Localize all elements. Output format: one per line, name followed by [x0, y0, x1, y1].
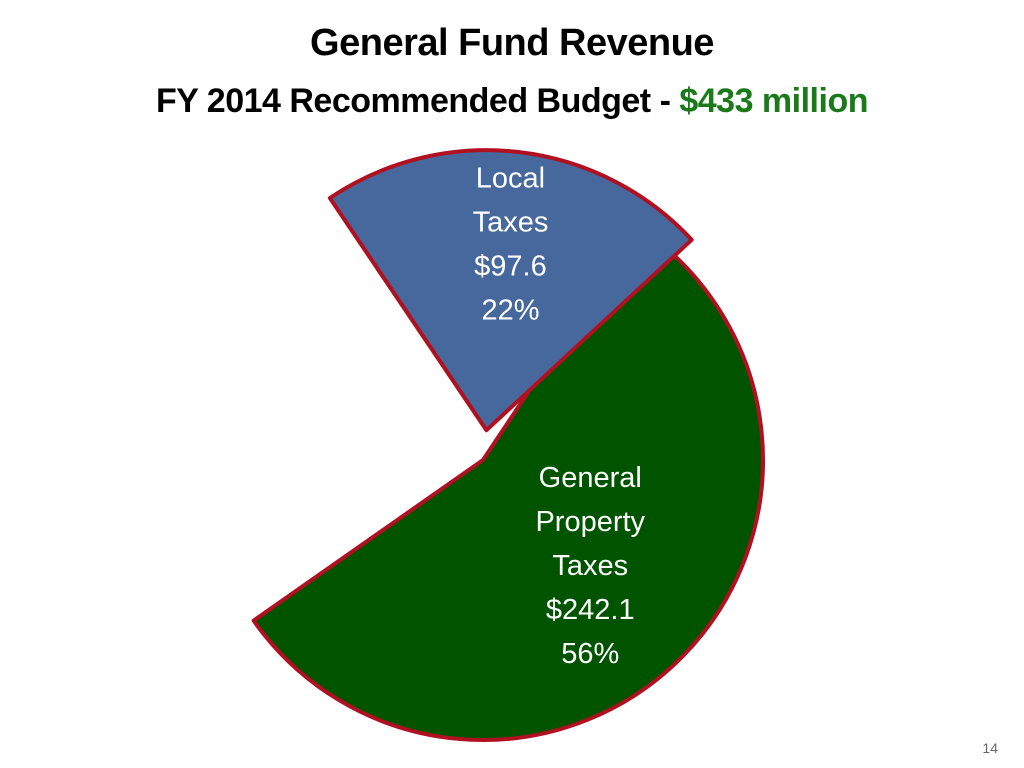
- pie-slice-label-line: 22%: [481, 295, 539, 327]
- pie-slice-label-line: General: [539, 462, 642, 494]
- subtitle-prefix: FY 2014 Recommended Budget -: [156, 82, 680, 120]
- pie-slice-label-line: 56%: [561, 638, 619, 670]
- pie-slice-label-line: Local: [476, 163, 545, 195]
- chart-title: General Fund Revenue: [310, 22, 714, 64]
- pie-slice-label-line: Taxes: [552, 550, 628, 582]
- pie-slice-label-line: Taxes: [473, 207, 549, 239]
- page-number: 14: [982, 740, 998, 756]
- pie-slices: [251, 148, 765, 742]
- pie-slice-label-line: $97.6: [474, 251, 547, 283]
- pie-slice-label-1: General Property Taxes $242.1 56%: [535, 462, 645, 670]
- subtitle-total-amount: $433 million: [679, 82, 868, 120]
- pie-slice-2: [327, 148, 694, 433]
- chart-subtitle: FY 2014 Recommended Budget - $433 millio…: [0, 82, 1024, 121]
- pie-labels: General Property Taxes $242.1 56% Other Local T…: [473, 119, 646, 670]
- pie-slice-1: [251, 225, 765, 742]
- pie-slice-label-line: Other: [474, 119, 547, 151]
- pie-slice-label-line: $242.1: [546, 594, 635, 626]
- pie-slice-label-line: Property: [535, 506, 645, 538]
- pie-slice-label-2: Other Local Taxes $97.6 22%: [473, 119, 549, 327]
